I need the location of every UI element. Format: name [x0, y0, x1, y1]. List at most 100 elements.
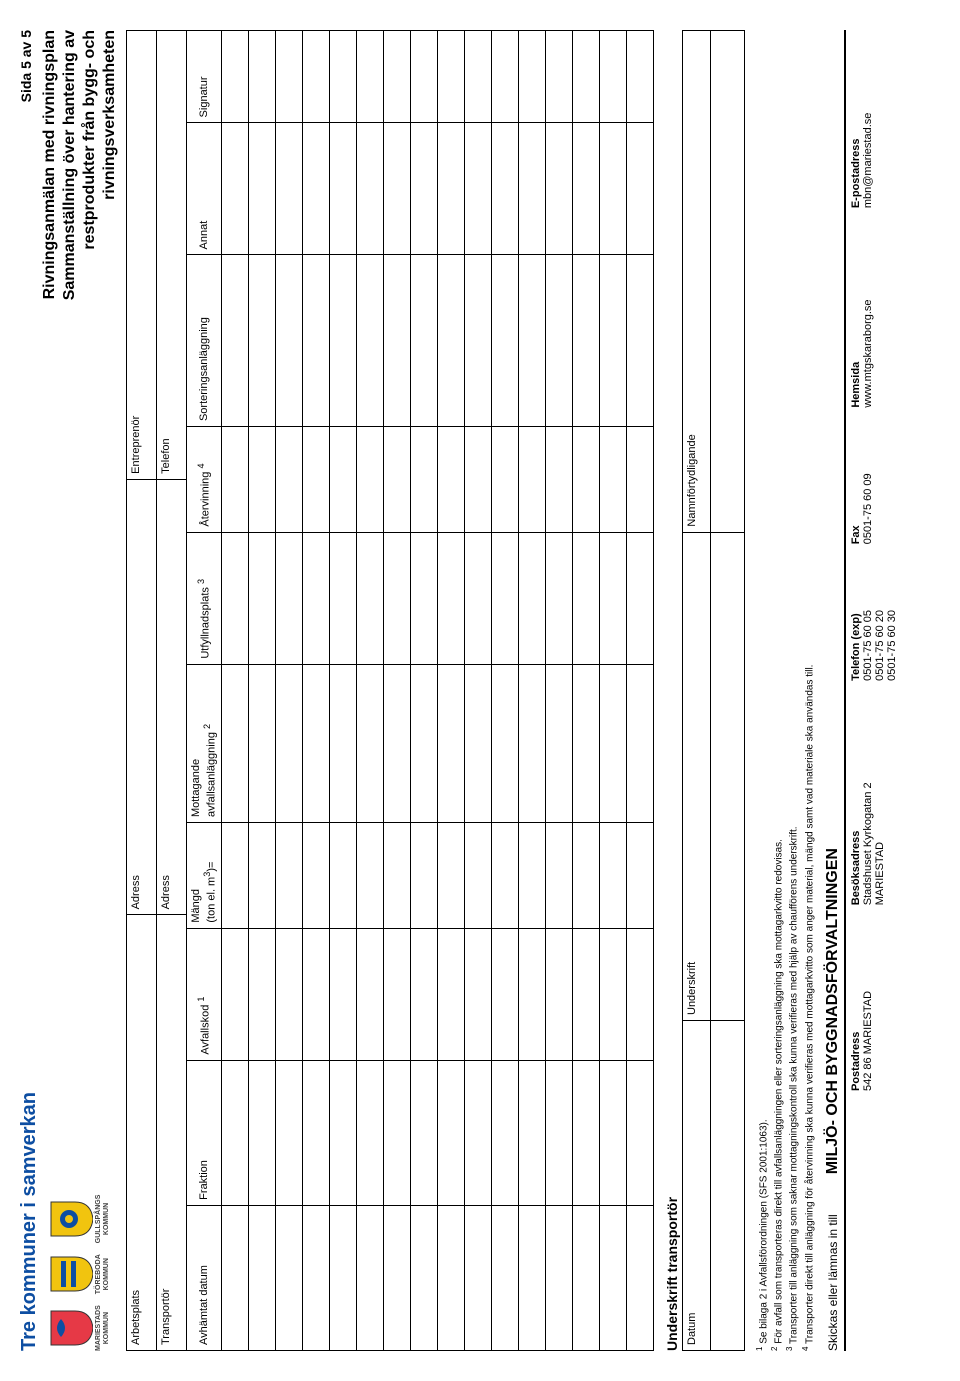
table-cell[interactable] — [410, 1060, 437, 1205]
table-cell[interactable] — [518, 31, 545, 123]
table-cell[interactable] — [302, 1060, 329, 1205]
table-cell[interactable] — [626, 427, 653, 533]
table-cell[interactable] — [275, 123, 302, 255]
table-cell[interactable] — [626, 123, 653, 255]
table-cell[interactable] — [275, 532, 302, 664]
table-cell[interactable] — [275, 823, 302, 929]
table-cell[interactable] — [383, 928, 410, 1060]
table-cell[interactable] — [599, 532, 626, 664]
table-cell[interactable] — [464, 664, 491, 822]
table-cell[interactable] — [599, 31, 626, 123]
table-cell[interactable] — [518, 664, 545, 822]
table-cell[interactable] — [410, 532, 437, 664]
table-cell[interactable] — [599, 928, 626, 1060]
table-cell[interactable] — [248, 255, 275, 427]
table-cell[interactable] — [410, 31, 437, 123]
table-cell[interactable] — [599, 427, 626, 533]
table-cell[interactable] — [437, 664, 464, 822]
table-cell[interactable] — [545, 31, 572, 123]
table-cell[interactable] — [356, 1060, 383, 1205]
table-cell[interactable] — [545, 1060, 572, 1205]
table-cell[interactable] — [599, 664, 626, 822]
table-cell[interactable] — [383, 1205, 410, 1350]
table-cell[interactable] — [572, 123, 599, 255]
table-cell[interactable] — [329, 664, 356, 822]
table-cell[interactable] — [248, 928, 275, 1060]
table-cell[interactable] — [518, 823, 545, 929]
table-cell[interactable] — [572, 823, 599, 929]
table-cell[interactable] — [545, 928, 572, 1060]
table-cell[interactable] — [302, 532, 329, 664]
table-cell[interactable] — [329, 427, 356, 533]
table-cell[interactable] — [437, 427, 464, 533]
table-cell[interactable] — [248, 31, 275, 123]
table-cell[interactable] — [383, 823, 410, 929]
table-cell[interactable] — [599, 1060, 626, 1205]
table-cell[interactable] — [221, 928, 248, 1060]
table-cell[interactable] — [599, 255, 626, 427]
table-cell[interactable] — [572, 255, 599, 427]
table-cell[interactable] — [572, 427, 599, 533]
table-cell[interactable] — [437, 532, 464, 664]
table-cell[interactable] — [221, 664, 248, 822]
table-cell[interactable] — [518, 427, 545, 533]
table-cell[interactable] — [356, 123, 383, 255]
table-cell[interactable] — [518, 1060, 545, 1205]
table-cell[interactable] — [410, 427, 437, 533]
table-cell[interactable] — [491, 427, 518, 533]
table-cell[interactable] — [356, 1205, 383, 1350]
table-cell[interactable] — [410, 123, 437, 255]
table-cell[interactable] — [599, 1205, 626, 1350]
table-cell[interactable] — [221, 123, 248, 255]
table-cell[interactable] — [491, 664, 518, 822]
table-cell[interactable] — [464, 255, 491, 427]
table-cell[interactable] — [329, 928, 356, 1060]
table-cell[interactable] — [518, 1205, 545, 1350]
table-cell[interactable] — [356, 427, 383, 533]
table-cell[interactable] — [248, 532, 275, 664]
table-cell[interactable] — [545, 427, 572, 533]
table-cell[interactable] — [356, 823, 383, 929]
table-cell[interactable] — [248, 427, 275, 533]
table-cell[interactable] — [248, 1205, 275, 1350]
table-cell[interactable] — [518, 532, 545, 664]
table-cell[interactable] — [275, 1060, 302, 1205]
table-cell[interactable] — [491, 123, 518, 255]
table-cell[interactable] — [437, 823, 464, 929]
table-cell[interactable] — [275, 1205, 302, 1350]
table-cell[interactable] — [572, 1205, 599, 1350]
table-cell[interactable] — [248, 123, 275, 255]
table-cell[interactable] — [518, 123, 545, 255]
table-cell[interactable] — [383, 532, 410, 664]
table-cell[interactable] — [356, 255, 383, 427]
table-cell[interactable] — [491, 255, 518, 427]
table-cell[interactable] — [437, 255, 464, 427]
table-cell[interactable] — [545, 823, 572, 929]
table-cell[interactable] — [626, 1060, 653, 1205]
table-cell[interactable] — [464, 31, 491, 123]
table-cell[interactable] — [383, 664, 410, 822]
table-cell[interactable] — [275, 664, 302, 822]
table-cell[interactable] — [410, 823, 437, 929]
table-cell[interactable] — [491, 532, 518, 664]
table-cell[interactable] — [221, 1060, 248, 1205]
table-cell[interactable] — [275, 427, 302, 533]
table-cell[interactable] — [545, 255, 572, 427]
table-cell[interactable] — [383, 1060, 410, 1205]
table-cell[interactable] — [329, 255, 356, 427]
table-cell[interactable] — [464, 1060, 491, 1205]
table-cell[interactable] — [626, 664, 653, 822]
table-cell[interactable] — [545, 123, 572, 255]
table-cell[interactable] — [329, 1205, 356, 1350]
table-cell[interactable] — [464, 123, 491, 255]
table-cell[interactable] — [329, 532, 356, 664]
table-cell[interactable] — [545, 532, 572, 664]
table-cell[interactable] — [383, 31, 410, 123]
table-cell[interactable] — [572, 1060, 599, 1205]
table-cell[interactable] — [464, 823, 491, 929]
table-cell[interactable] — [248, 664, 275, 822]
table-cell[interactable] — [329, 123, 356, 255]
table-cell[interactable] — [626, 255, 653, 427]
table-cell[interactable] — [626, 532, 653, 664]
table-cell[interactable] — [221, 532, 248, 664]
